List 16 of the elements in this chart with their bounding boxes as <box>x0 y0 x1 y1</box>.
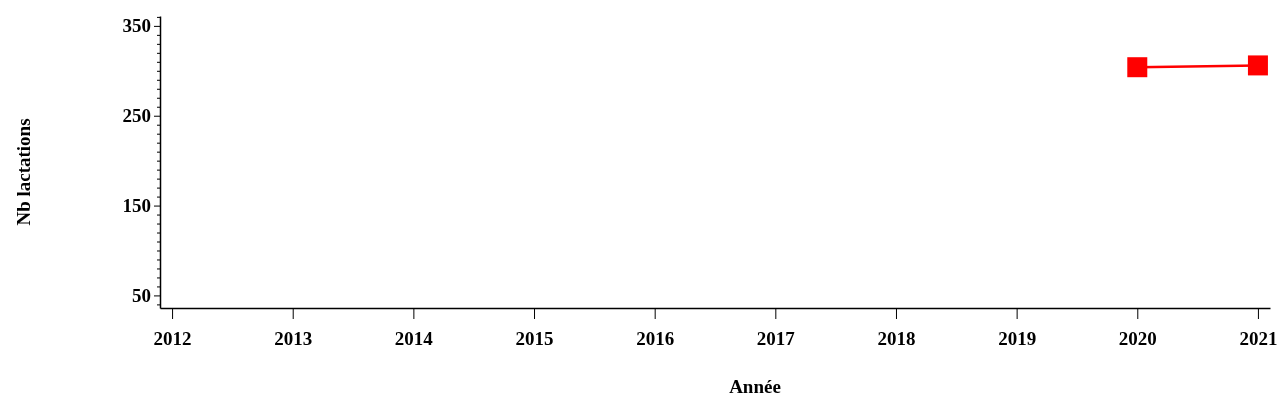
y-axis-title: Nb lactations <box>13 118 34 226</box>
x-tick-label: 2018 <box>877 327 916 349</box>
x-tick-label: 2012 <box>153 327 192 349</box>
x-axis-title: Année <box>729 376 781 397</box>
x-tick-label: 2014 <box>394 327 434 349</box>
y-tick-label: 50 <box>132 285 151 306</box>
x-tick-label: 2017 <box>756 327 796 349</box>
x-tick-label: 2015 <box>515 327 554 349</box>
x-tick-label: 2019 <box>998 327 1037 349</box>
x-tick-label: 2013 <box>274 327 313 349</box>
y-tick-label: 250 <box>122 105 151 127</box>
y-tick-label: 150 <box>122 195 151 217</box>
y-tick-label: 350 <box>122 15 151 37</box>
x-tick-label: 2021 <box>1239 327 1278 349</box>
x-tick-label: 2016 <box>636 327 675 349</box>
x-tick-label: 2020 <box>1118 327 1157 349</box>
